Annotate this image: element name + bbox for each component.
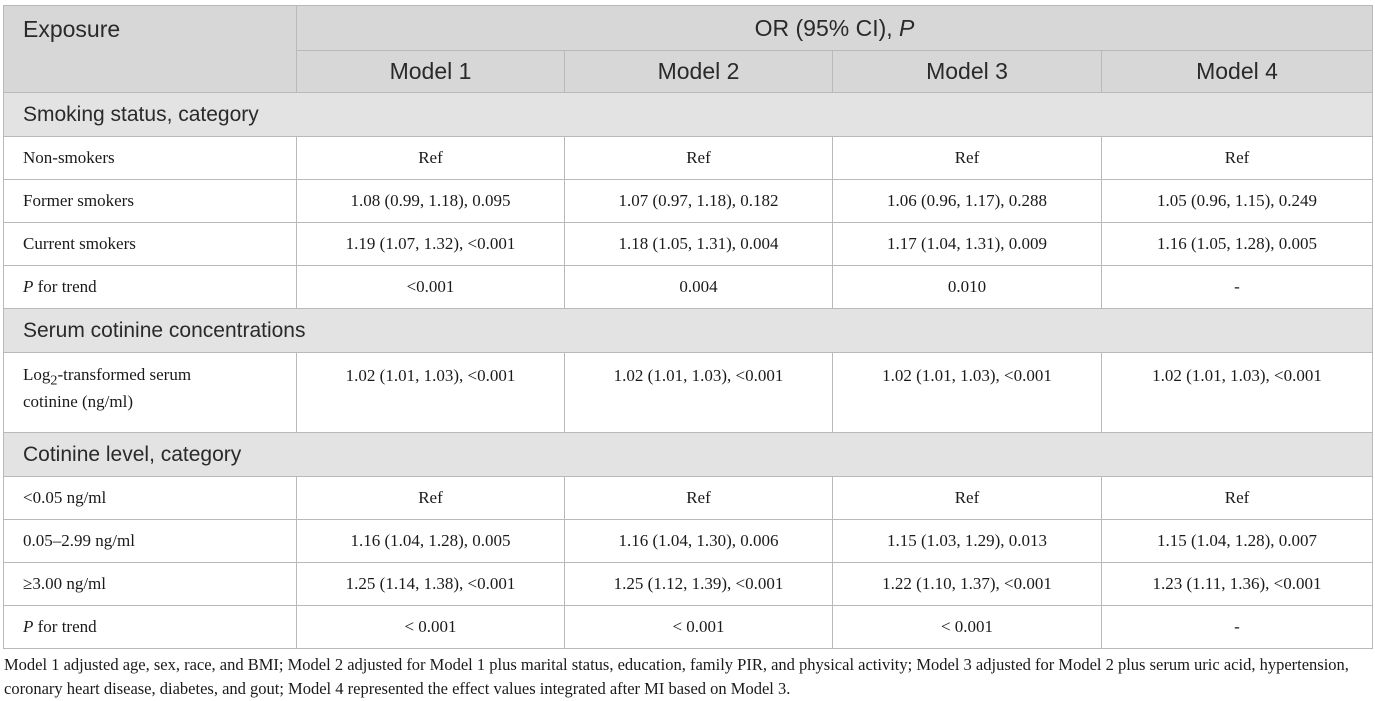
table-row: P for trend <0.001 0.004 0.010 - xyxy=(3,265,1374,309)
cell-model-2: Ref xyxy=(564,136,833,180)
cell-model-1: 1.08 (0.99, 1.18), 0.095 xyxy=(296,179,565,223)
cell-model-2: Ref xyxy=(564,476,833,520)
cell-model-2: 1.02 (1.01, 1.03), <0.001 xyxy=(564,352,833,433)
table-header: Exposure OR (95% CI), P Model 1 Model 2 … xyxy=(3,5,1374,93)
model-1-header: Model 1 xyxy=(296,50,565,93)
cell-model-1: < 0.001 xyxy=(296,605,565,649)
cell-model-4: - xyxy=(1100,605,1374,649)
cell-model-2: 1.16 (1.04, 1.30), 0.006 xyxy=(564,519,833,563)
cell-model-1: <0.001 xyxy=(296,265,565,309)
cell-model-1: 1.25 (1.14, 1.38), <0.001 xyxy=(296,562,565,606)
row-label-line2: cotinine (ng/ml) xyxy=(23,392,134,412)
cell-model-1: Ref xyxy=(296,136,565,180)
row-label: 0.05–2.99 ng/ml xyxy=(3,519,297,563)
row-label: <0.05 ng/ml xyxy=(3,476,297,520)
table-row: Former smokers 1.08 (0.99, 1.18), 0.095 … xyxy=(3,179,1374,223)
row-label-italic: P xyxy=(23,277,34,296)
row-label-rest: for trend xyxy=(33,277,97,296)
row-label: Non-smokers xyxy=(3,136,297,180)
section-title: Cotinine level, category xyxy=(2,432,1374,477)
results-table: Exposure OR (95% CI), P Model 1 Model 2 … xyxy=(2,5,1374,649)
cell-model-1: 1.02 (1.01, 1.03), <0.001 xyxy=(296,352,565,433)
cell-model-2: < 0.001 xyxy=(564,605,833,649)
cell-model-3: Ref xyxy=(832,476,1102,520)
cell-model-2: 1.18 (1.05, 1.31), 0.004 xyxy=(564,222,833,266)
section-title: Smoking status, category xyxy=(2,92,1374,137)
cell-model-4: 1.23 (1.11, 1.36), <0.001 xyxy=(1100,562,1374,606)
cell-model-4: Ref xyxy=(1100,136,1374,180)
table-row: Log2-transformed serum cotinine (ng/ml) 1… xyxy=(3,352,1374,433)
row-label-italic: P xyxy=(23,617,34,636)
table-row: Current smokers 1.19 (1.07, 1.32), <0.00… xyxy=(3,222,1374,266)
or-header: OR (95% CI), P xyxy=(295,5,1374,51)
cell-model-1: 1.19 (1.07, 1.32), <0.001 xyxy=(296,222,565,266)
table-row: 0.05–2.99 ng/ml 1.16 (1.04, 1.28), 0.005… xyxy=(3,519,1374,563)
cell-model-2: 0.004 xyxy=(564,265,833,309)
cell-model-3: 1.02 (1.01, 1.03), <0.001 xyxy=(832,352,1102,433)
row-label-pre: Log xyxy=(23,365,51,384)
cell-model-3: 1.17 (1.04, 1.31), 0.009 xyxy=(832,222,1102,266)
section-row: Smoking status, category xyxy=(2,92,1374,137)
cell-model-3: 0.010 xyxy=(832,265,1102,309)
cell-model-3: 1.22 (1.10, 1.37), <0.001 xyxy=(832,562,1102,606)
row-label: Log2-transformed serum cotinine (ng/ml) xyxy=(3,352,297,433)
row-label: Current smokers xyxy=(3,222,297,266)
cell-model-4: 1.05 (0.96, 1.15), 0.249 xyxy=(1100,179,1374,223)
or-header-label: OR (95% CI), xyxy=(754,14,900,41)
table-row: ≥3.00 ng/ml 1.25 (1.14, 1.38), <0.001 1.… xyxy=(3,562,1374,606)
cell-model-4: Ref xyxy=(1100,476,1374,520)
section-title: Serum cotinine concentrations xyxy=(2,308,1374,353)
cell-model-2: 1.25 (1.12, 1.39), <0.001 xyxy=(564,562,833,606)
table-row: Non-smokers Ref Ref Ref Ref xyxy=(3,136,1374,180)
cell-model-3: 1.06 (0.96, 1.17), 0.288 xyxy=(832,179,1102,223)
cell-model-2: 1.07 (0.97, 1.18), 0.182 xyxy=(564,179,833,223)
cell-model-4: 1.15 (1.04, 1.28), 0.007 xyxy=(1100,519,1374,563)
table-body: Smoking status, category Non-smokers Ref… xyxy=(2,92,1374,649)
exposure-header: Exposure xyxy=(3,5,297,93)
cell-model-4: 1.16 (1.05, 1.28), 0.005 xyxy=(1100,222,1374,266)
model-2-header: Model 2 xyxy=(564,50,833,93)
row-label-sub: 2 xyxy=(50,372,58,389)
row-label: P for trend xyxy=(3,605,297,649)
cell-model-1: Ref xyxy=(296,476,565,520)
cell-model-4: 1.02 (1.01, 1.03), <0.001 xyxy=(1100,352,1374,433)
table-row: <0.05 ng/ml Ref Ref Ref Ref xyxy=(3,476,1374,520)
row-label: P for trend xyxy=(3,265,297,309)
row-label-rest: for trend xyxy=(33,617,97,636)
cell-model-1: 1.16 (1.04, 1.28), 0.005 xyxy=(296,519,565,563)
section-row: Cotinine level, category xyxy=(2,432,1374,477)
row-label: Former smokers xyxy=(3,179,297,223)
cell-model-4: - xyxy=(1100,265,1374,309)
cell-model-3: 1.15 (1.03, 1.29), 0.013 xyxy=(832,519,1102,563)
section-row: Serum cotinine concentrations xyxy=(2,308,1374,353)
table-row: P for trend < 0.001 < 0.001 < 0.001 - xyxy=(3,605,1374,649)
row-label-post: -transformed serum xyxy=(57,365,192,384)
cell-model-3: Ref xyxy=(832,136,1102,180)
model-3-header: Model 3 xyxy=(832,50,1102,93)
or-header-p: P xyxy=(899,14,915,41)
row-label: ≥3.00 ng/ml xyxy=(3,562,297,606)
cell-model-3: < 0.001 xyxy=(832,605,1102,649)
table-footnote: Model 1 adjusted age, sex, race, and BMI… xyxy=(4,655,1349,698)
model-4-header: Model 4 xyxy=(1100,50,1374,93)
